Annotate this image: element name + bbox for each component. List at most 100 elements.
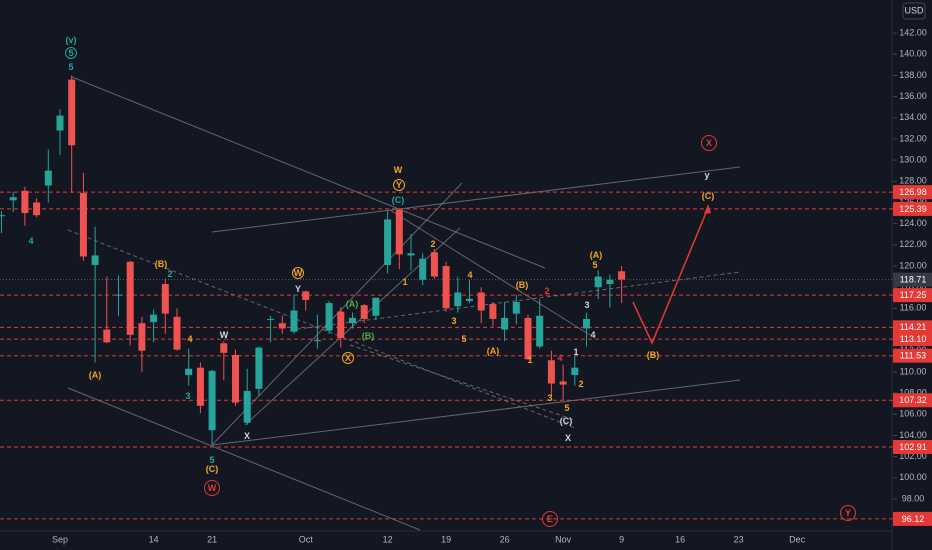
wave-label: X — [244, 431, 250, 441]
candle-body — [44, 170, 52, 186]
candle-body — [384, 219, 392, 265]
wave-circle — [342, 352, 354, 364]
wave-label: (B) — [362, 331, 375, 341]
candle-body — [337, 311, 345, 339]
wave-label: 3 — [451, 316, 456, 326]
wave-label: (C) — [392, 195, 405, 205]
candle-body — [232, 354, 239, 403]
price-label: 111.53 — [900, 351, 926, 361]
y-tick-label: 142.00 — [899, 27, 927, 37]
wave-label: X — [565, 433, 571, 443]
candle-body — [594, 276, 602, 288]
candle-body — [196, 367, 204, 406]
y-tick-label: 122.00 — [899, 239, 927, 249]
wave-label: (C) — [206, 464, 219, 474]
price-label-box — [893, 511, 932, 526]
wave-label: X — [706, 138, 712, 148]
candle-body — [442, 266, 450, 309]
candle-body — [559, 381, 567, 385]
candle-body — [349, 317, 356, 324]
wave-label: 1 — [527, 355, 532, 365]
candle-body — [395, 209, 403, 255]
trendline — [211, 182, 463, 446]
y-tick-label: 128.00 — [899, 176, 927, 186]
wave-label: 2 — [544, 286, 549, 296]
y-tick-label: 140.00 — [899, 49, 927, 59]
wave-label: (B) — [647, 350, 660, 360]
x-tick-label: 16 — [675, 534, 685, 544]
wave-label: 4 — [467, 270, 472, 280]
trendline — [349, 344, 576, 421]
wave-label: 5 — [461, 334, 466, 344]
price-label-box — [893, 288, 932, 303]
candle-body — [583, 318, 590, 329]
wave-label: 1 — [402, 277, 407, 287]
wave-label: (A) — [89, 370, 102, 380]
wave-label: 4 — [590, 330, 595, 340]
wave-label: W — [294, 268, 303, 278]
y-tick-label: 138.00 — [899, 70, 927, 80]
price-label-box — [893, 201, 932, 216]
wave-label: W — [394, 165, 403, 175]
wave-label: 2 — [167, 269, 172, 279]
candle-body — [430, 252, 438, 277]
wave-label: 2 — [578, 379, 583, 389]
candle-body — [33, 202, 41, 216]
candle-body — [185, 368, 193, 376]
candle-body — [512, 302, 520, 314]
x-tick-label: 21 — [207, 534, 217, 544]
price-label-box — [893, 332, 932, 347]
wave-label: 3 — [547, 393, 552, 403]
candle-body — [547, 360, 555, 384]
price-label: 118.71 — [900, 275, 927, 285]
trendline — [389, 209, 591, 336]
price-label: 117.25 — [900, 290, 927, 300]
candle-body — [220, 343, 228, 353]
wave-label: W — [220, 330, 229, 340]
price-label-box — [893, 185, 932, 200]
wave-label: 5 — [68, 62, 73, 72]
wave-label: (v) — [66, 35, 77, 45]
wave-label: (A) — [487, 346, 500, 356]
candle-body — [126, 261, 134, 335]
candle-body — [79, 192, 87, 257]
wave-circle — [292, 267, 304, 279]
candle-body — [255, 347, 263, 389]
candle-body — [290, 310, 298, 332]
candle-body — [618, 271, 626, 280]
y-tick-label: 130.00 — [899, 154, 927, 164]
candle-body — [606, 279, 614, 285]
candle-body — [0, 215, 5, 217]
price-label-box — [893, 348, 932, 363]
wave-label: 3 — [185, 391, 190, 401]
candle-body — [150, 314, 158, 323]
price-label: 126.98 — [899, 187, 927, 197]
candle-body — [103, 329, 111, 343]
candle-body — [360, 305, 368, 319]
candle-body — [454, 292, 462, 307]
wave-label: (B) — [516, 280, 529, 290]
candle-body — [466, 298, 473, 301]
candle-body — [524, 317, 532, 360]
x-tick-label: 9 — [619, 534, 624, 544]
price-label: 125.39 — [899, 204, 927, 214]
candle-body — [208, 370, 216, 431]
y-tick-label: 98.00 — [902, 493, 925, 503]
x-tick-label: 23 — [734, 534, 744, 544]
wave-label: (A) — [590, 250, 603, 260]
wave-label: W — [208, 483, 217, 493]
y-tick-label: 120.00 — [899, 260, 927, 270]
candle-body — [56, 115, 64, 131]
x-tick-label: Sep — [52, 534, 68, 544]
x-tick-label: Oct — [299, 534, 314, 544]
candle-body — [267, 318, 275, 320]
x-tick-label: Dec — [789, 534, 806, 544]
wave-label: 1 — [573, 347, 578, 357]
candle-body — [571, 367, 579, 376]
x-tick-label: 26 — [500, 534, 510, 544]
price-label: 102.91 — [899, 442, 927, 452]
wave-circle — [840, 505, 856, 521]
trendline — [71, 76, 546, 269]
wave-circle — [393, 179, 405, 191]
